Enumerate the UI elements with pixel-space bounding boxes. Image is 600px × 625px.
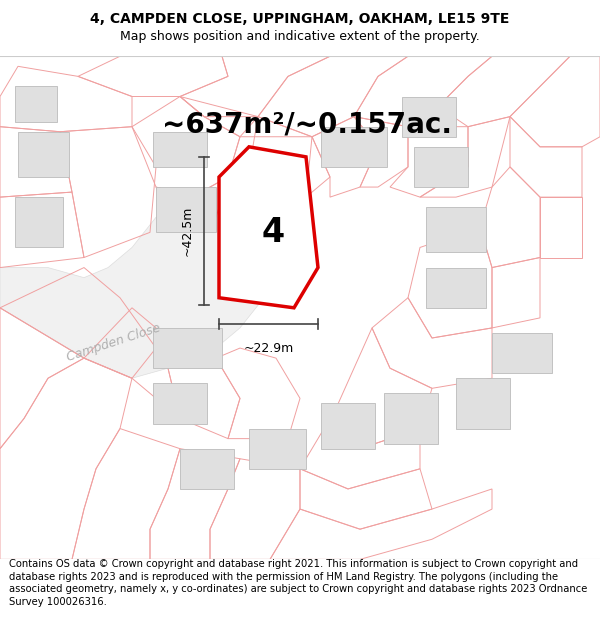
Text: 4, CAMPDEN CLOSE, UPPINGHAM, OAKHAM, LE15 9TE: 4, CAMPDEN CLOSE, UPPINGHAM, OAKHAM, LE1… (91, 12, 509, 26)
Polygon shape (426, 268, 486, 308)
Text: 4: 4 (262, 216, 284, 249)
Polygon shape (456, 378, 510, 429)
Text: ~637m²/~0.157ac.: ~637m²/~0.157ac. (162, 110, 452, 138)
Text: ~42.5m: ~42.5m (180, 206, 193, 256)
Polygon shape (180, 449, 234, 489)
Polygon shape (321, 403, 375, 449)
Text: ~22.9m: ~22.9m (244, 341, 293, 354)
Polygon shape (219, 147, 318, 308)
Polygon shape (153, 132, 207, 167)
Polygon shape (153, 383, 207, 424)
Polygon shape (18, 132, 69, 177)
Text: Campden Close: Campden Close (65, 322, 163, 364)
Text: Contains OS data © Crown copyright and database right 2021. This information is : Contains OS data © Crown copyright and d… (9, 559, 587, 607)
Polygon shape (426, 208, 486, 252)
Polygon shape (0, 208, 264, 378)
Polygon shape (492, 333, 552, 373)
Polygon shape (15, 197, 63, 248)
Polygon shape (153, 328, 222, 368)
Polygon shape (321, 127, 387, 167)
Polygon shape (249, 429, 306, 469)
Polygon shape (156, 187, 216, 232)
Polygon shape (402, 96, 456, 137)
Polygon shape (15, 86, 57, 122)
Polygon shape (414, 147, 468, 187)
Polygon shape (384, 393, 438, 444)
Text: Map shows position and indicative extent of the property.: Map shows position and indicative extent… (120, 30, 480, 43)
